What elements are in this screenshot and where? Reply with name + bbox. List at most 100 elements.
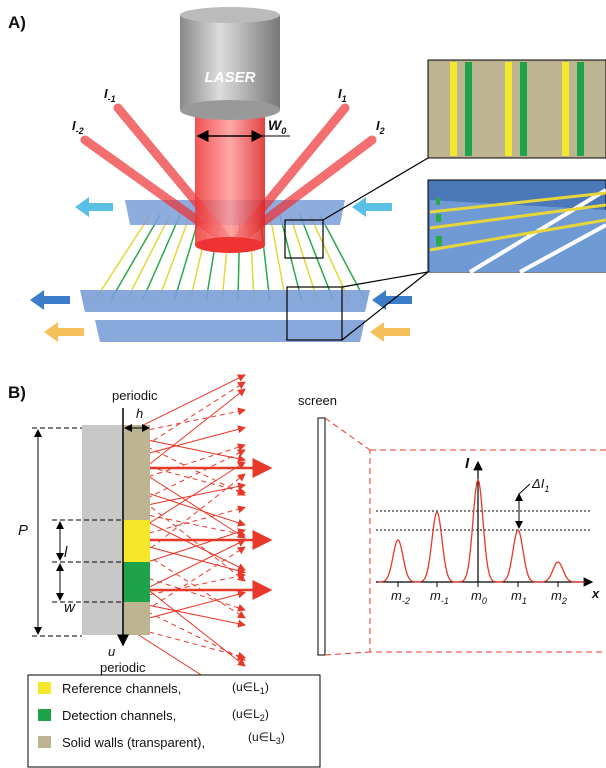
order-labels: m-2 m-1 m0 m1 m2 [391, 582, 567, 606]
order-label: m0 [471, 588, 487, 606]
periodic-top: periodic [112, 388, 158, 403]
intensity-curve [378, 478, 585, 583]
beam-label: I2 [376, 118, 385, 136]
label-sub: -2 [402, 596, 410, 606]
legend-items: Reference channels, (u∈L1)Detection chann… [38, 680, 285, 750]
laser-base [180, 100, 280, 120]
legend [27, 674, 321, 768]
channel-line [141, 214, 181, 301]
panel-label: B) [8, 383, 26, 402]
channel-line [319, 214, 366, 301]
order-label: m2 [551, 588, 567, 606]
order-label: m-2 [391, 588, 410, 606]
screen [317, 417, 326, 656]
h-label: h [136, 406, 143, 421]
ray [122, 546, 246, 626]
label-post: ) [281, 730, 285, 744]
main-beam [195, 110, 265, 245]
label-sub: 1 [544, 484, 549, 494]
label-sub: 3 [276, 736, 281, 746]
label-main: (u∈L [232, 707, 260, 721]
l-label: l [64, 544, 68, 561]
laser-top [180, 7, 280, 23]
legend-set: (u∈L3) [248, 730, 285, 746]
ray [122, 484, 246, 582]
label-main: I [72, 118, 76, 133]
delta-leader [518, 483, 531, 495]
p-label: P [18, 522, 28, 539]
screen-label: screen [298, 393, 337, 408]
label-sub: 0 [281, 126, 286, 136]
inset-top [427, 59, 606, 159]
lower-channel [95, 320, 365, 342]
legend-swatch [38, 709, 51, 721]
w-label: w [64, 599, 76, 616]
channel-line [110, 214, 161, 301]
zoom-frame [324, 417, 606, 656]
laser-label: LASER [205, 69, 256, 86]
ray [122, 539, 246, 619]
label-main: m [391, 588, 402, 603]
ray [122, 473, 246, 571]
inset-bottom [427, 179, 606, 274]
label-post: ) [265, 707, 269, 721]
label-main: m [511, 588, 522, 603]
substrate [82, 425, 123, 635]
label-sub: -2 [76, 126, 84, 136]
beam-label: I-2 [72, 118, 84, 136]
legend-set: (u∈L1) [232, 680, 269, 696]
label-sub: -1 [108, 94, 116, 104]
legend-swatch [38, 682, 51, 694]
label-main: I [338, 86, 342, 101]
main-beam-end [195, 237, 265, 253]
label-sub: 1 [260, 686, 265, 696]
i-label: I [465, 455, 470, 472]
label-main: I [376, 118, 380, 133]
channel-line [94, 214, 151, 301]
laser-body [180, 15, 280, 110]
ray [122, 381, 246, 461]
label-main: m [471, 588, 482, 603]
label-main: W [268, 117, 283, 133]
label-sub: -1 [441, 596, 449, 606]
label-sub: 0 [482, 596, 487, 606]
delta-label: ΔI1 [531, 476, 549, 494]
label-sub: 1 [342, 94, 347, 104]
reference-channel [123, 520, 150, 562]
label-main: ΔI [531, 476, 545, 491]
beam-label: I1 [338, 86, 347, 104]
label-main: (u∈L [232, 680, 260, 694]
label-sub: 1 [522, 596, 527, 606]
label-main: m [430, 588, 441, 603]
label-main: (u∈L [248, 730, 276, 744]
label-sub: 2 [379, 126, 385, 136]
legend-set: (u∈L2) [232, 707, 269, 723]
zoom-boxes [284, 157, 429, 341]
label-main: m [551, 588, 562, 603]
label-main: I [104, 86, 108, 101]
label-sub: 2 [561, 596, 567, 606]
order-label: m-1 [430, 588, 449, 606]
channel-line [126, 214, 171, 301]
channel-line [269, 214, 287, 301]
legend-label: Solid walls (transparent), [62, 735, 205, 750]
label-post: ) [265, 680, 269, 694]
periodic-bottom: periodic [100, 660, 146, 675]
x-label: x [591, 586, 600, 601]
dimension-lines [32, 427, 123, 637]
lower-channel [80, 290, 370, 312]
beam-label: I-1 [104, 86, 116, 104]
u-label: u [108, 644, 115, 659]
label-sub: 2 [260, 713, 265, 723]
legend-label: Reference channels, [62, 681, 181, 696]
flow-arrows [30, 197, 412, 342]
channel-line [309, 214, 350, 301]
legend-swatch [38, 736, 51, 748]
legend-label: Detection channels, [62, 708, 176, 723]
width-label: W0 [268, 117, 286, 136]
panel-label: A) [8, 13, 26, 32]
detection-channel [123, 562, 150, 602]
channel-line [157, 214, 191, 301]
order-label: m1 [511, 588, 527, 606]
